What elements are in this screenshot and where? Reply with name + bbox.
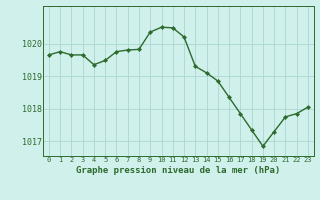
X-axis label: Graphe pression niveau de la mer (hPa): Graphe pression niveau de la mer (hPa) [76,166,281,175]
